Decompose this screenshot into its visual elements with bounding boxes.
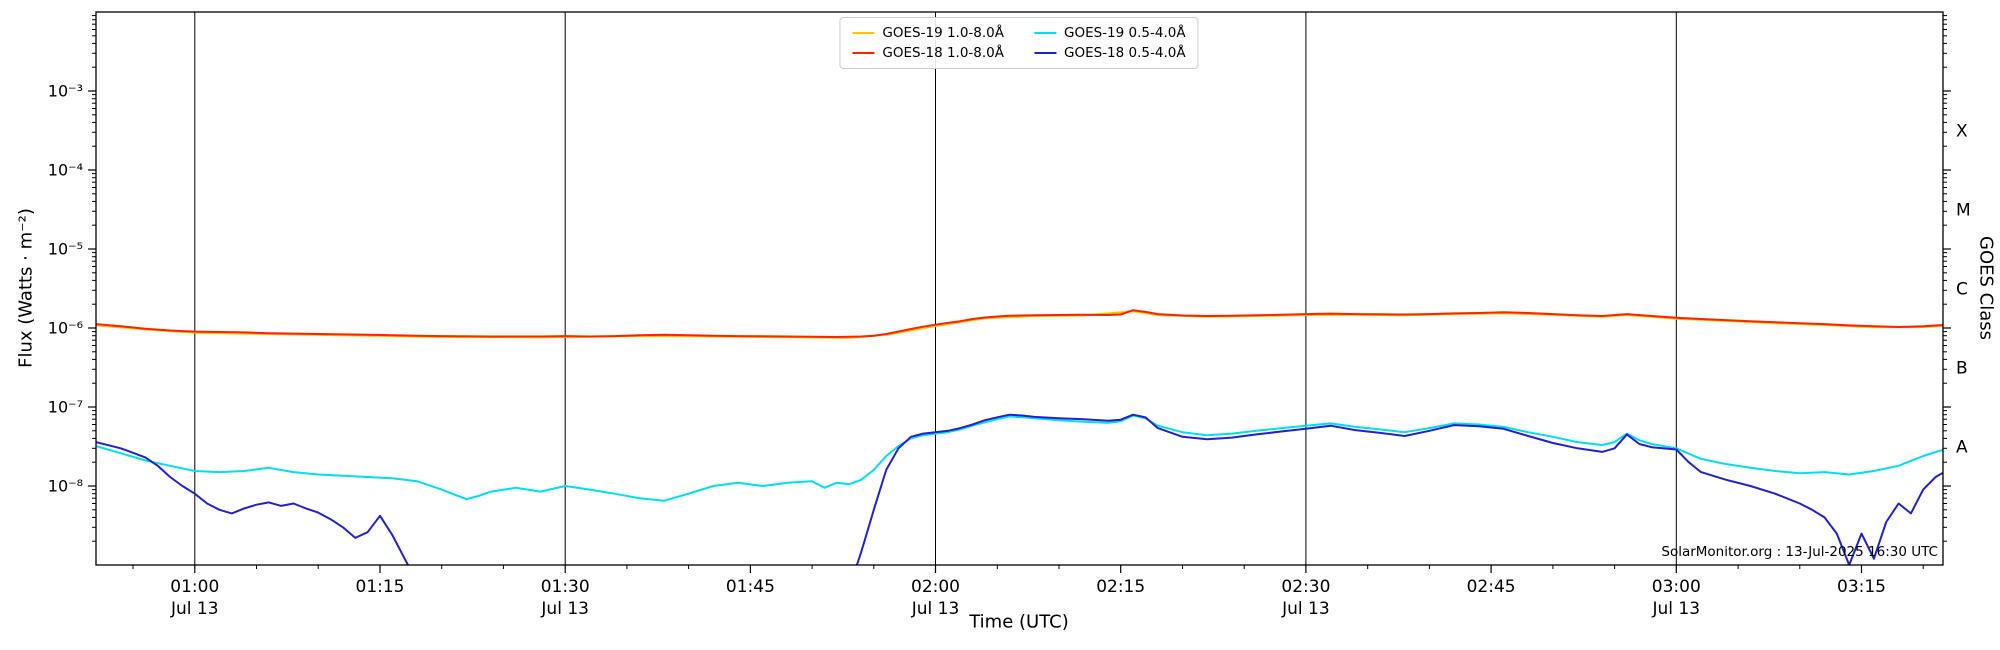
legend-label: GOES-18 1.0-8.0Å xyxy=(882,45,1004,61)
x-tick-label: 02:45 xyxy=(1467,577,1516,597)
x-tick-label: 01:30 xyxy=(541,577,590,597)
x-axis-label-time: Time (UTC) xyxy=(969,611,1069,633)
y-tick-label: 10⁻⁷ xyxy=(48,398,83,417)
series-goes-19-0-5-4-0 xyxy=(96,414,1943,502)
x-tick-label: 02:30 xyxy=(1281,577,1330,597)
goes-class-letter-x: X xyxy=(1956,122,1968,142)
x-tick-sublabel: Jul 13 xyxy=(540,599,589,619)
legend-label: GOES-19 1.0-8.0Å xyxy=(882,25,1004,41)
y-tick-label: 10⁻⁶ xyxy=(48,319,83,338)
x-tick-label: 01:00 xyxy=(170,577,219,597)
solarmonitor-watermark: SolarMonitor.org : 13-Jul-2025 16:30 UTC xyxy=(1661,544,1938,560)
y-tick-label: 10⁻⁴ xyxy=(48,161,83,180)
x-tick-sublabel: Jul 13 xyxy=(170,599,219,619)
plot-border xyxy=(95,11,1944,566)
goes-class-letter-a: A xyxy=(1956,438,1968,458)
x-tick-label: 03:00 xyxy=(1652,577,1701,597)
legend-swatch-goes-19-0-5-4-0 xyxy=(1034,32,1056,34)
legend-item-goes-18-1-0-8-0: GOES-18 1.0-8.0Å xyxy=(852,45,1004,61)
x-tick-label: 02:00 xyxy=(911,577,960,597)
legend: GOES-19 1.0-8.0Å GOES-18 1.0-8.0Å GOES-19 … xyxy=(839,17,1199,69)
legend-label: GOES-19 0.5-4.0Å xyxy=(1064,25,1186,41)
goes-class-letter-c: C xyxy=(1956,280,1968,300)
y-axis-label-flux: Flux (Watts · m⁻²) xyxy=(15,208,37,368)
x-tick-label: 02:15 xyxy=(1096,577,1145,597)
legend-swatch-goes-18-1-0-8-0 xyxy=(852,52,875,54)
legend-swatch-goes-18-0-5-4-0 xyxy=(1034,52,1056,54)
goes-class-letter-m: M xyxy=(1956,201,1971,221)
y-tick-label: 10⁻⁸ xyxy=(48,477,83,496)
legend-item-goes-18-0-5-4-0: GOES-18 0.5-4.0Å xyxy=(1034,45,1186,61)
legend-item-goes-19-1-0-8-0: GOES-19 1.0-8.0Å xyxy=(852,25,1004,41)
x-tick-label: 01:45 xyxy=(726,577,775,597)
y-tick-label: 10⁻⁵ xyxy=(48,240,83,259)
x-tick-sublabel: Jul 13 xyxy=(911,599,960,619)
y-tick-label: 10⁻³ xyxy=(48,82,83,101)
legend-swatch-goes-19-1-0-8-0 xyxy=(852,32,875,34)
legend-label: GOES-18 0.5-4.0Å xyxy=(1064,45,1186,61)
legend-item-goes-19-0-5-4-0: GOES-19 0.5-4.0Å xyxy=(1034,25,1186,41)
x-tick-label: 03:15 xyxy=(1837,577,1886,597)
goes-class-letter-b: B xyxy=(1956,359,1968,379)
x-tick-sublabel: Jul 13 xyxy=(1281,599,1330,619)
y-axis-label-goes-class: GOES Class xyxy=(1975,236,1997,340)
series-goes-18-1-0-8-0 xyxy=(96,309,1943,338)
x-tick-label: 01:15 xyxy=(356,577,405,597)
x-tick-sublabel: Jul 13 xyxy=(1652,599,1701,619)
series-goes-18-0-5-4-0 xyxy=(96,413,1943,565)
